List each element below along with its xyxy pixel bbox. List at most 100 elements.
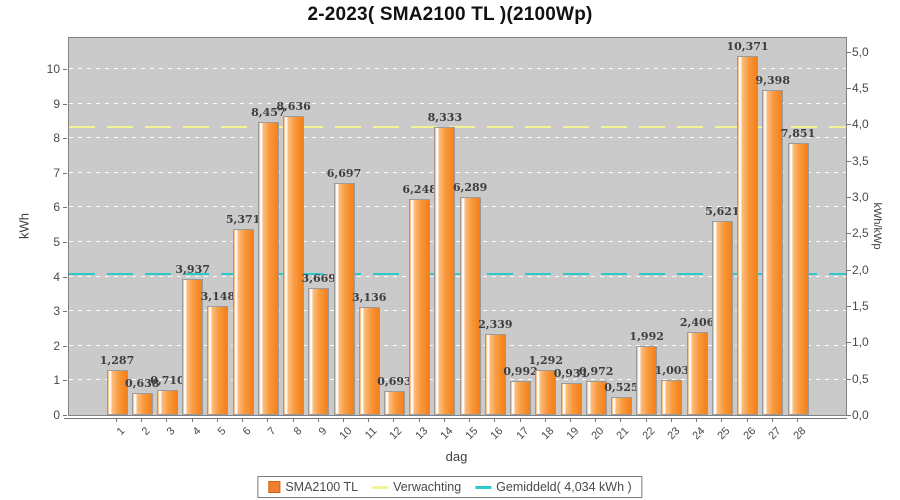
right-tick-mark <box>847 233 851 235</box>
bar-day-1[interactable] <box>106 370 128 415</box>
gridline-y <box>69 171 846 173</box>
gridline-y <box>69 68 846 69</box>
verwachting-line-icon <box>372 485 389 489</box>
chart-title: 2-2023( SMA2100 TL )(2100Wp) <box>307 4 593 25</box>
bar-value-label: 1,287 <box>99 354 135 368</box>
legend-item-series: SMA2100 TL <box>268 480 358 494</box>
x-tick-label: 6 <box>240 425 254 438</box>
bar-value-label: 0,992 <box>503 364 538 378</box>
bar-day-9[interactable] <box>308 288 330 415</box>
bar-value-label: 2,339 <box>478 318 513 332</box>
bar-day-14[interactable] <box>434 126 456 415</box>
x-tick-mark <box>242 418 244 422</box>
gridline-y <box>69 241 846 242</box>
bar-day-13[interactable] <box>409 198 431 415</box>
bar-day-2[interactable] <box>131 392 153 415</box>
x-tick-mark <box>746 418 748 422</box>
gridline-y <box>69 310 846 312</box>
x-tick-label: 11 <box>363 425 380 442</box>
gemiddeld-line-icon <box>475 485 492 489</box>
right-tick-label: 1,5 <box>852 299 869 313</box>
bar-value-label: 1,992 <box>629 330 664 344</box>
bar-day-23[interactable] <box>661 380 683 415</box>
legend-label-series: SMA2100 TL <box>285 480 359 494</box>
refline-gemiddeld <box>69 273 846 276</box>
bar-day-19[interactable] <box>560 382 582 415</box>
right-tick-label: 1,0 <box>852 335 869 350</box>
bar-value-label: 8,636 <box>276 100 311 114</box>
bar-day-20[interactable] <box>585 381 607 415</box>
bar-value-label: 0,710 <box>150 374 185 388</box>
bar-day-17[interactable] <box>510 380 532 415</box>
left-tick-label: 6 <box>53 200 60 215</box>
x-tick-mark <box>544 418 546 422</box>
left-tick-label: 5 <box>53 235 60 249</box>
right-tick-label: 3,0 <box>852 190 869 205</box>
bar-day-21[interactable] <box>610 396 632 415</box>
x-tick-label: 27 <box>766 425 784 443</box>
bar-value-label: 0,931 <box>553 366 589 380</box>
bar-day-27[interactable] <box>762 89 784 415</box>
right-tick-label: 4,0 <box>852 117 869 132</box>
right-tick-mark <box>847 415 851 416</box>
right-tick-mark <box>847 342 851 344</box>
x-tick-label: 10 <box>337 425 355 443</box>
left-tick-mark <box>63 415 67 416</box>
bar-day-26[interactable] <box>737 56 759 415</box>
x-tick-mark <box>166 418 168 422</box>
bar-day-22[interactable] <box>636 346 658 415</box>
gridline-y <box>69 206 846 208</box>
bar-day-8[interactable] <box>283 116 305 415</box>
left-tick-label: 7 <box>53 165 60 180</box>
bar-day-5[interactable] <box>207 306 229 415</box>
x-axis-line <box>64 418 847 419</box>
x-tick-mark <box>670 418 672 422</box>
bar-day-6[interactable] <box>232 229 254 415</box>
bar-value-label: 2,406 <box>679 315 715 329</box>
x-tick-mark <box>721 418 723 422</box>
left-tick-label: 8 <box>53 131 60 146</box>
bar-day-4[interactable] <box>182 278 204 415</box>
bar-day-28[interactable] <box>787 143 809 415</box>
x-tick-label: 17 <box>513 425 532 443</box>
x-tick-mark <box>645 418 647 422</box>
x-tick-label: 16 <box>488 425 506 443</box>
bar-day-7[interactable] <box>257 122 279 415</box>
left-tick-label: 2 <box>53 338 60 353</box>
bar-day-10[interactable] <box>333 183 355 415</box>
bar-value-label: 6,289 <box>452 181 488 195</box>
right-tick-mark <box>847 160 851 162</box>
plot-area[interactable]: 1,287 0,638 0,710 3,937 3,148 5,371 8,457 8,636… <box>68 37 847 416</box>
bar-day-16[interactable] <box>484 334 506 415</box>
bar-day-15[interactable] <box>459 197 481 415</box>
bar-day-3[interactable] <box>156 390 178 415</box>
bar-value-label: 5,371 <box>225 213 261 227</box>
right-tick-label: 0,0 <box>852 408 869 422</box>
x-tick-mark <box>368 418 370 422</box>
legend-item-verwachting: Verwachting <box>372 480 461 494</box>
right-tick-mark <box>847 88 851 90</box>
legend-item-gemiddeld: Gemiddeld( 4,034 kWh ) <box>475 480 632 494</box>
left-tick-label: 10 <box>46 62 60 76</box>
bar-day-18[interactable] <box>535 370 557 415</box>
bar-value-label: 3,148 <box>200 290 236 304</box>
bar-day-11[interactable] <box>358 306 380 415</box>
left-tick-label: 9 <box>53 96 60 111</box>
x-tick-label: 5 <box>215 425 229 438</box>
x-tick-mark <box>469 418 471 422</box>
x-tick-mark <box>519 418 521 422</box>
bar-day-24[interactable] <box>686 331 708 415</box>
bar-value-label: 9,398 <box>755 73 790 87</box>
legend-label-gemiddeld: Gemiddeld( 4,034 kWh ) <box>496 480 632 494</box>
bar-day-12[interactable] <box>383 391 405 415</box>
right-tick-mark <box>847 197 851 199</box>
x-tick-label: 18 <box>539 425 557 443</box>
bar-day-25[interactable] <box>711 220 733 415</box>
gridline-y <box>69 379 846 381</box>
x-tick-label: 23 <box>665 425 683 443</box>
left-tick-mark <box>63 138 67 140</box>
x-tick-mark <box>771 418 773 422</box>
x-tick-label: 15 <box>463 425 481 443</box>
x-tick-label: 22 <box>639 425 658 443</box>
